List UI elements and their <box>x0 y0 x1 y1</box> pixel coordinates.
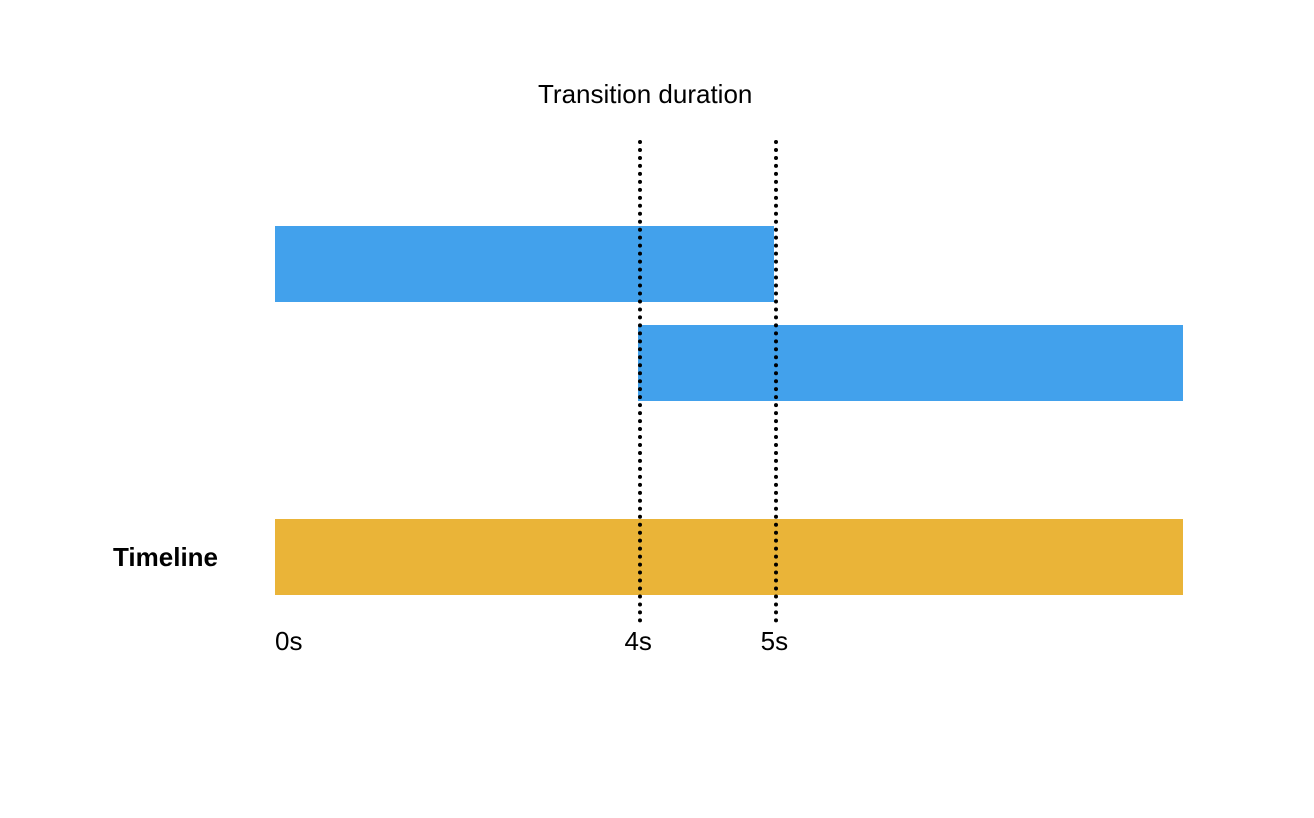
clip-1 <box>275 226 774 302</box>
tick-label: 0s <box>275 626 302 657</box>
diagram-container: Transition duration Timeline 0s 4s 5s <box>0 0 1314 818</box>
diagram-title: Transition duration <box>538 79 752 110</box>
tick-label: 4s <box>624 626 651 657</box>
timeline-bar <box>275 519 1183 595</box>
guide-line <box>638 140 642 623</box>
timeline-label: Timeline <box>113 542 218 573</box>
tick-label: 5s <box>761 626 788 657</box>
clip-2 <box>638 325 1183 401</box>
guide-line <box>774 140 778 623</box>
